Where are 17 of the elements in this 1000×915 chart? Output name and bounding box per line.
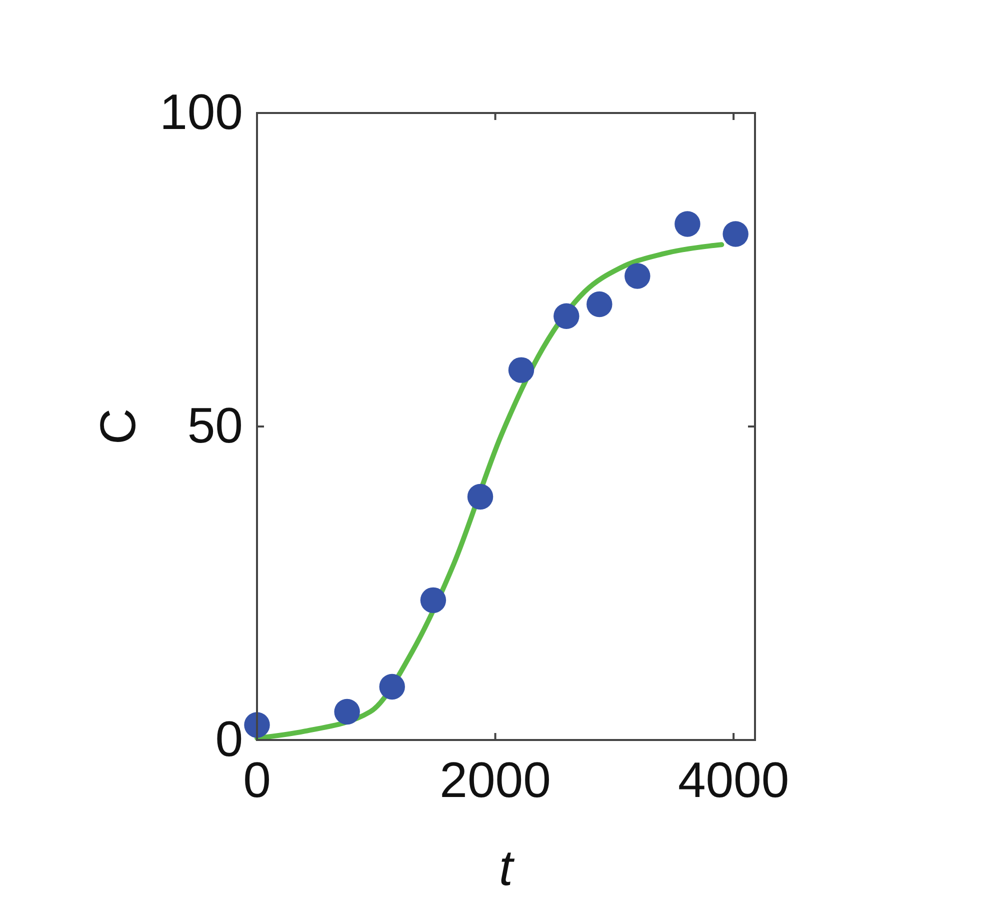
- x-tick-label: 2000: [440, 752, 551, 808]
- point: [508, 357, 534, 383]
- point: [379, 674, 405, 700]
- point: [674, 211, 700, 237]
- point: [420, 587, 446, 614]
- y-tick-label: 50: [187, 398, 243, 454]
- y-axis-title: C: [90, 408, 146, 445]
- x-tick-label: 4000: [678, 752, 790, 808]
- point: [467, 484, 494, 510]
- point: [624, 263, 650, 289]
- y-tick-label: 100: [160, 84, 243, 140]
- point: [722, 221, 748, 247]
- x-axis-title: t: [499, 840, 516, 896]
- point: [334, 698, 360, 725]
- point: [586, 291, 612, 318]
- y-tick-label: 0: [215, 711, 243, 767]
- point: [554, 303, 580, 329]
